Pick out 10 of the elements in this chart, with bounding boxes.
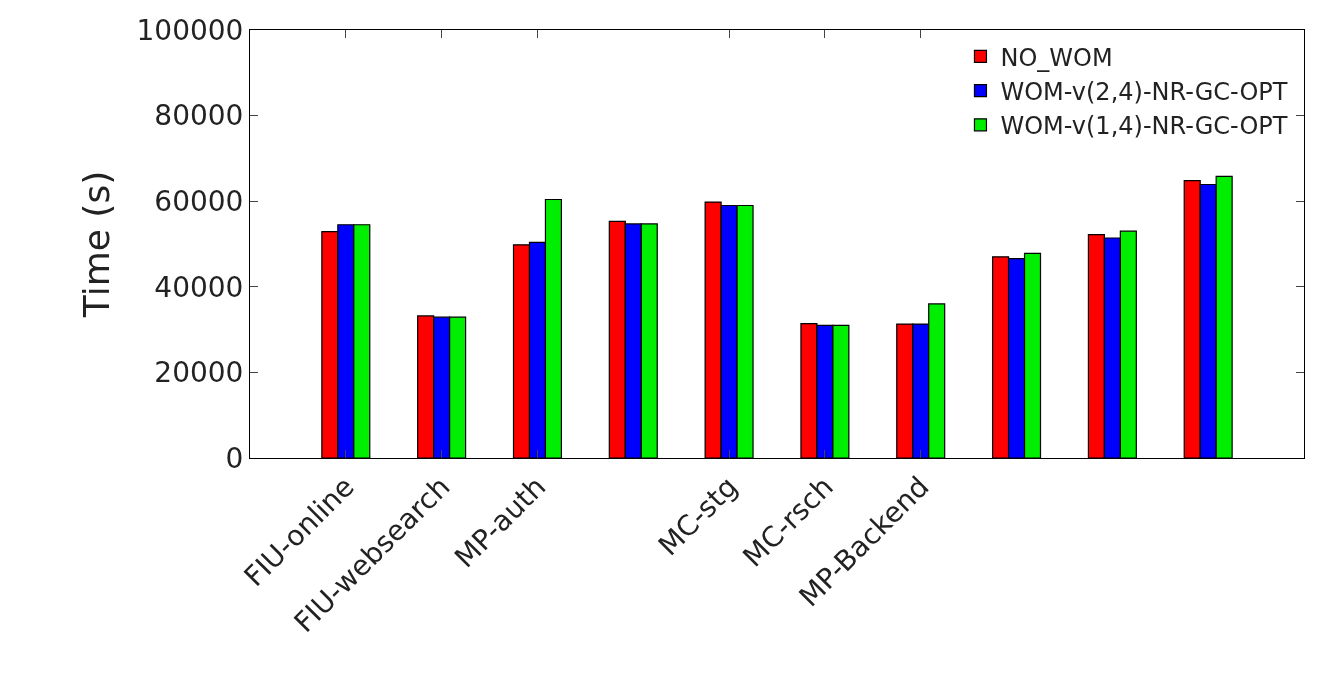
- y-tick-label: 60000: [154, 185, 244, 218]
- legend-label: WOM-v(1,4)-NR-GC-OPT: [1000, 112, 1288, 141]
- y-tick-label: 100000: [136, 13, 244, 47]
- legend-label: NO_WOM: [1000, 43, 1113, 72]
- y-tick-label: 80000: [154, 99, 244, 133]
- legend-label: WOM-v(2,4)-NR-GC-OPT: [1000, 77, 1288, 106]
- y-tick-label: 0: [225, 441, 244, 475]
- y-tick-label: 40000: [154, 270, 244, 304]
- y-tick-label: 20000: [154, 356, 244, 390]
- y-axis-title: Time (s): [76, 170, 118, 319]
